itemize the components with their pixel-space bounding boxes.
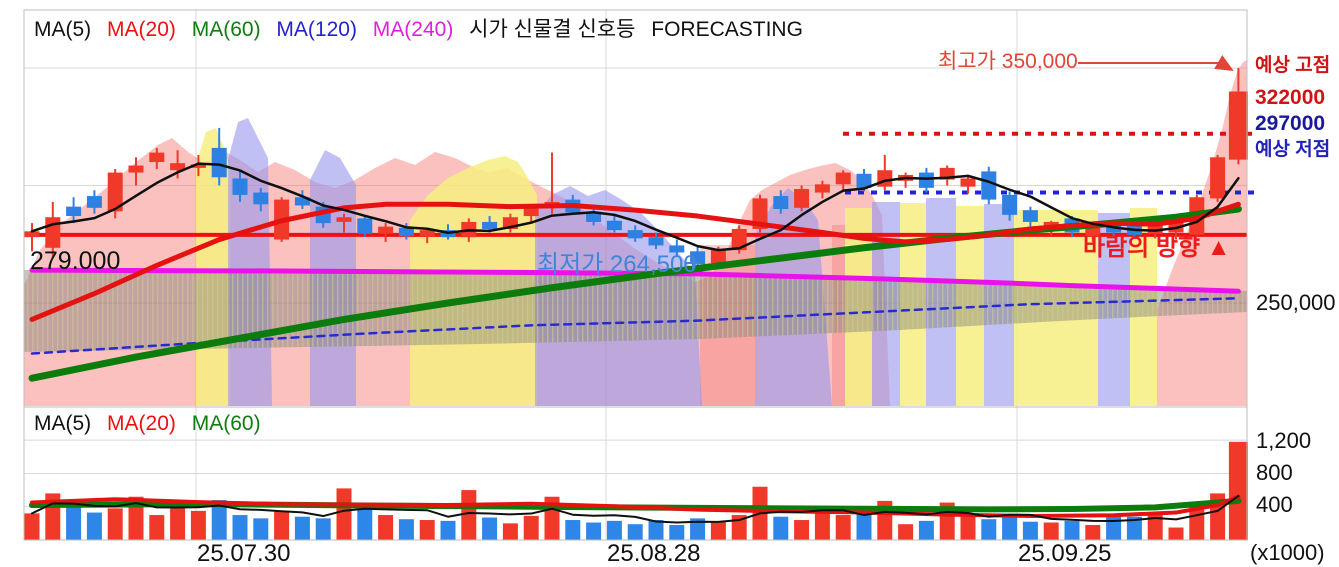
legend-ma20: MA(20) <box>107 18 176 41</box>
highest-price-annotation: 최고가 350,000 <box>938 50 1078 73</box>
wind-direction-annotation: 바람의 방향 ▲ <box>1083 234 1231 261</box>
volume-axis-label-800: 800 <box>1256 460 1293 485</box>
forecast-low-label: 예상 저점 <box>1255 139 1331 160</box>
legend-forecasting: FORECASTING <box>651 18 803 41</box>
legend-ma240: MA(240) <box>372 18 454 41</box>
vol-legend-ma60: MA(60) <box>191 412 261 435</box>
open-price-annotation: 279.000 <box>30 247 121 275</box>
vol-legend-ma5: MA(5) <box>34 412 92 435</box>
date-axis-label-1: 25.07.30 <box>197 540 291 567</box>
volume-axis-unit: (x1000) <box>1250 540 1325 565</box>
date-axis-label-3: 25.09.25 <box>1018 540 1112 567</box>
lowest-price-annotation: 최저가 264,500 <box>537 251 697 278</box>
price-axis-label-250000: 250,000 <box>1256 290 1336 315</box>
forecast-high-label: 예상 고점 <box>1255 55 1331 76</box>
volume-chart-legend: MA(5) MA(20) MA(60) <box>34 412 271 436</box>
date-axis-label-2: 25.08.28 <box>607 540 701 567</box>
legend-ma60: MA(60) <box>191 18 261 41</box>
main-chart-legend: MA(5) MA(20) MA(60) MA(120) MA(240) 시가 신… <box>34 13 813 43</box>
legend-ma120: MA(120) <box>276 18 357 41</box>
legend-ma5: MA(5) <box>34 18 92 41</box>
volume-axis-label-400: 400 <box>1256 492 1293 517</box>
forecast-low-value: 297000 <box>1255 112 1326 135</box>
forecast-high-value: 322000 <box>1255 86 1326 109</box>
vol-legend-ma20: MA(20) <box>107 412 176 435</box>
legend-indicator-name: 시가 신물결 신호등 <box>469 18 636 41</box>
volume-axis-label-1200: 1,200 <box>1256 428 1312 453</box>
